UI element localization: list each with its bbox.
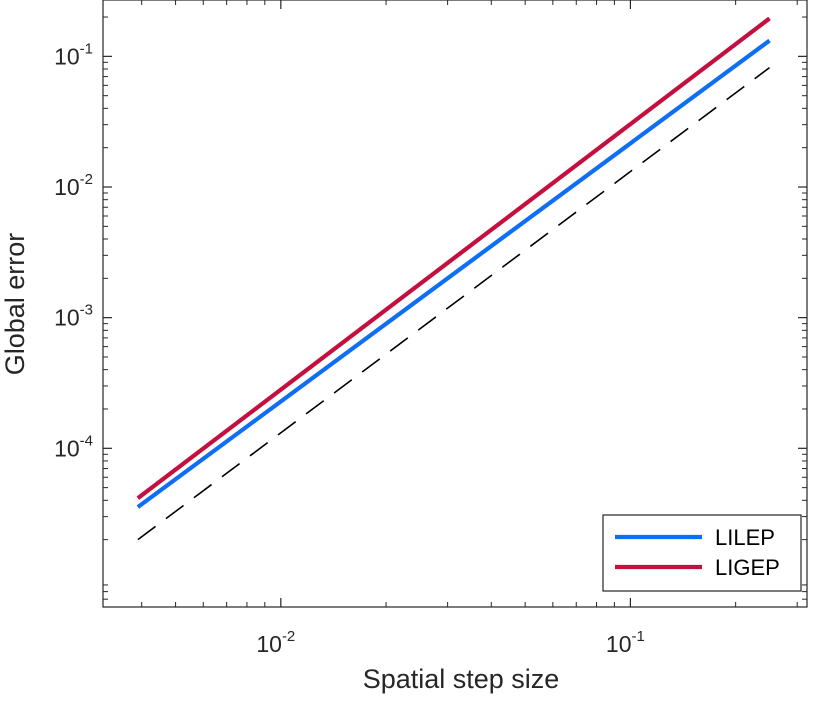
x-axis-label: Spatial step size	[363, 664, 560, 694]
ticks-layer: 10-2 10-1 10-4 10-3 10-2 10-1	[54, 0, 807, 657]
axes-box	[102, 0, 808, 608]
series-layer	[136, 16, 771, 541]
y-axis-label: Global error	[0, 233, 30, 376]
y-tick-label: 10-1	[54, 40, 93, 69]
axes-layer	[102, 0, 808, 608]
y-tick-label: 10-3	[54, 302, 93, 331]
series-line-ligep	[136, 16, 771, 500]
y-tick-label: 10-2	[54, 171, 93, 200]
y-tick-label: 10-4	[54, 432, 93, 461]
legend-label-ligep: LIGEP	[715, 555, 780, 580]
x-tick-label: 10-1	[606, 628, 645, 657]
legend-box	[602, 514, 802, 592]
series-line-reference-dashed	[137, 66, 770, 541]
legend: LILEP LIGEP	[602, 514, 802, 592]
x-tick-label: 10-2	[256, 628, 295, 657]
legend-label-lilep: LILEP	[715, 525, 775, 550]
series-line-lilep	[136, 38, 771, 509]
